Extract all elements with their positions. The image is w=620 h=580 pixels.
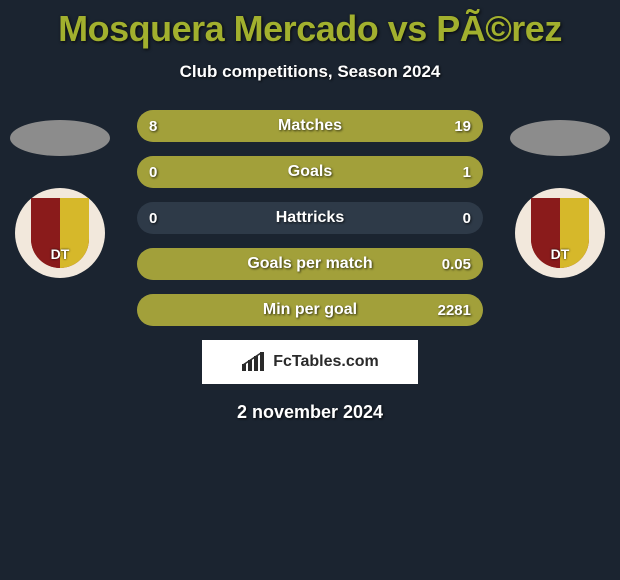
stat-value-right: 2281 xyxy=(438,294,471,326)
stat-value-right: 1 xyxy=(463,156,471,188)
player-left-silhouette xyxy=(10,120,110,156)
stat-label: Goals per match xyxy=(137,248,483,280)
player-left-club-badge: DT xyxy=(15,188,105,278)
stat-row-min-per-goal: Min per goal2281 xyxy=(137,294,483,326)
stat-row-goals-per-match: Goals per match0.05 xyxy=(137,248,483,280)
stat-bars: Matches819Goals01Hattricks00Goals per ma… xyxy=(137,110,483,326)
content: Mosquera Mercado vs PÃ©rez Club competit… xyxy=(0,0,620,423)
stat-label: Matches xyxy=(137,110,483,142)
stat-value-left: 8 xyxy=(149,110,157,142)
stat-label: Hattricks xyxy=(137,202,483,234)
page-title: Mosquera Mercado vs PÃ©rez xyxy=(0,0,620,50)
brand-text: FcTables.com xyxy=(273,353,379,371)
stat-row-matches: Matches8 19 xyxy=(137,110,483,142)
stat-label: Min per goal xyxy=(137,294,483,326)
flag-left-letters: DT xyxy=(31,246,89,262)
flag-right-letters: DT xyxy=(531,246,589,262)
date-text: 2 november 2024 xyxy=(0,402,620,423)
subtitle: Club competitions, Season 2024 xyxy=(0,62,620,82)
stat-row-hattricks: Hattricks0 0 xyxy=(137,202,483,234)
club-flag-right: DT xyxy=(531,198,589,268)
stat-value-left: 0 xyxy=(149,156,157,188)
player-right-club-badge: DT xyxy=(515,188,605,278)
player-right-slot: DT xyxy=(510,110,610,278)
stat-value-right: 19 xyxy=(454,110,471,142)
brand-box: FcTables.com xyxy=(202,340,418,384)
stat-value-left: 0 xyxy=(149,202,157,234)
chart-icon xyxy=(241,352,267,372)
stat-value-right: 0.05 xyxy=(442,248,471,280)
player-left-slot: DT xyxy=(10,110,110,278)
stat-row-goals: Goals0 1 xyxy=(137,156,483,188)
player-right-silhouette xyxy=(510,120,610,156)
stat-label: Goals xyxy=(137,156,483,188)
stat-value-right: 0 xyxy=(463,202,471,234)
club-flag-left: DT xyxy=(31,198,89,268)
comparison-area: DT DT Matches819Goals01Hattricks00Goals … xyxy=(0,110,620,326)
